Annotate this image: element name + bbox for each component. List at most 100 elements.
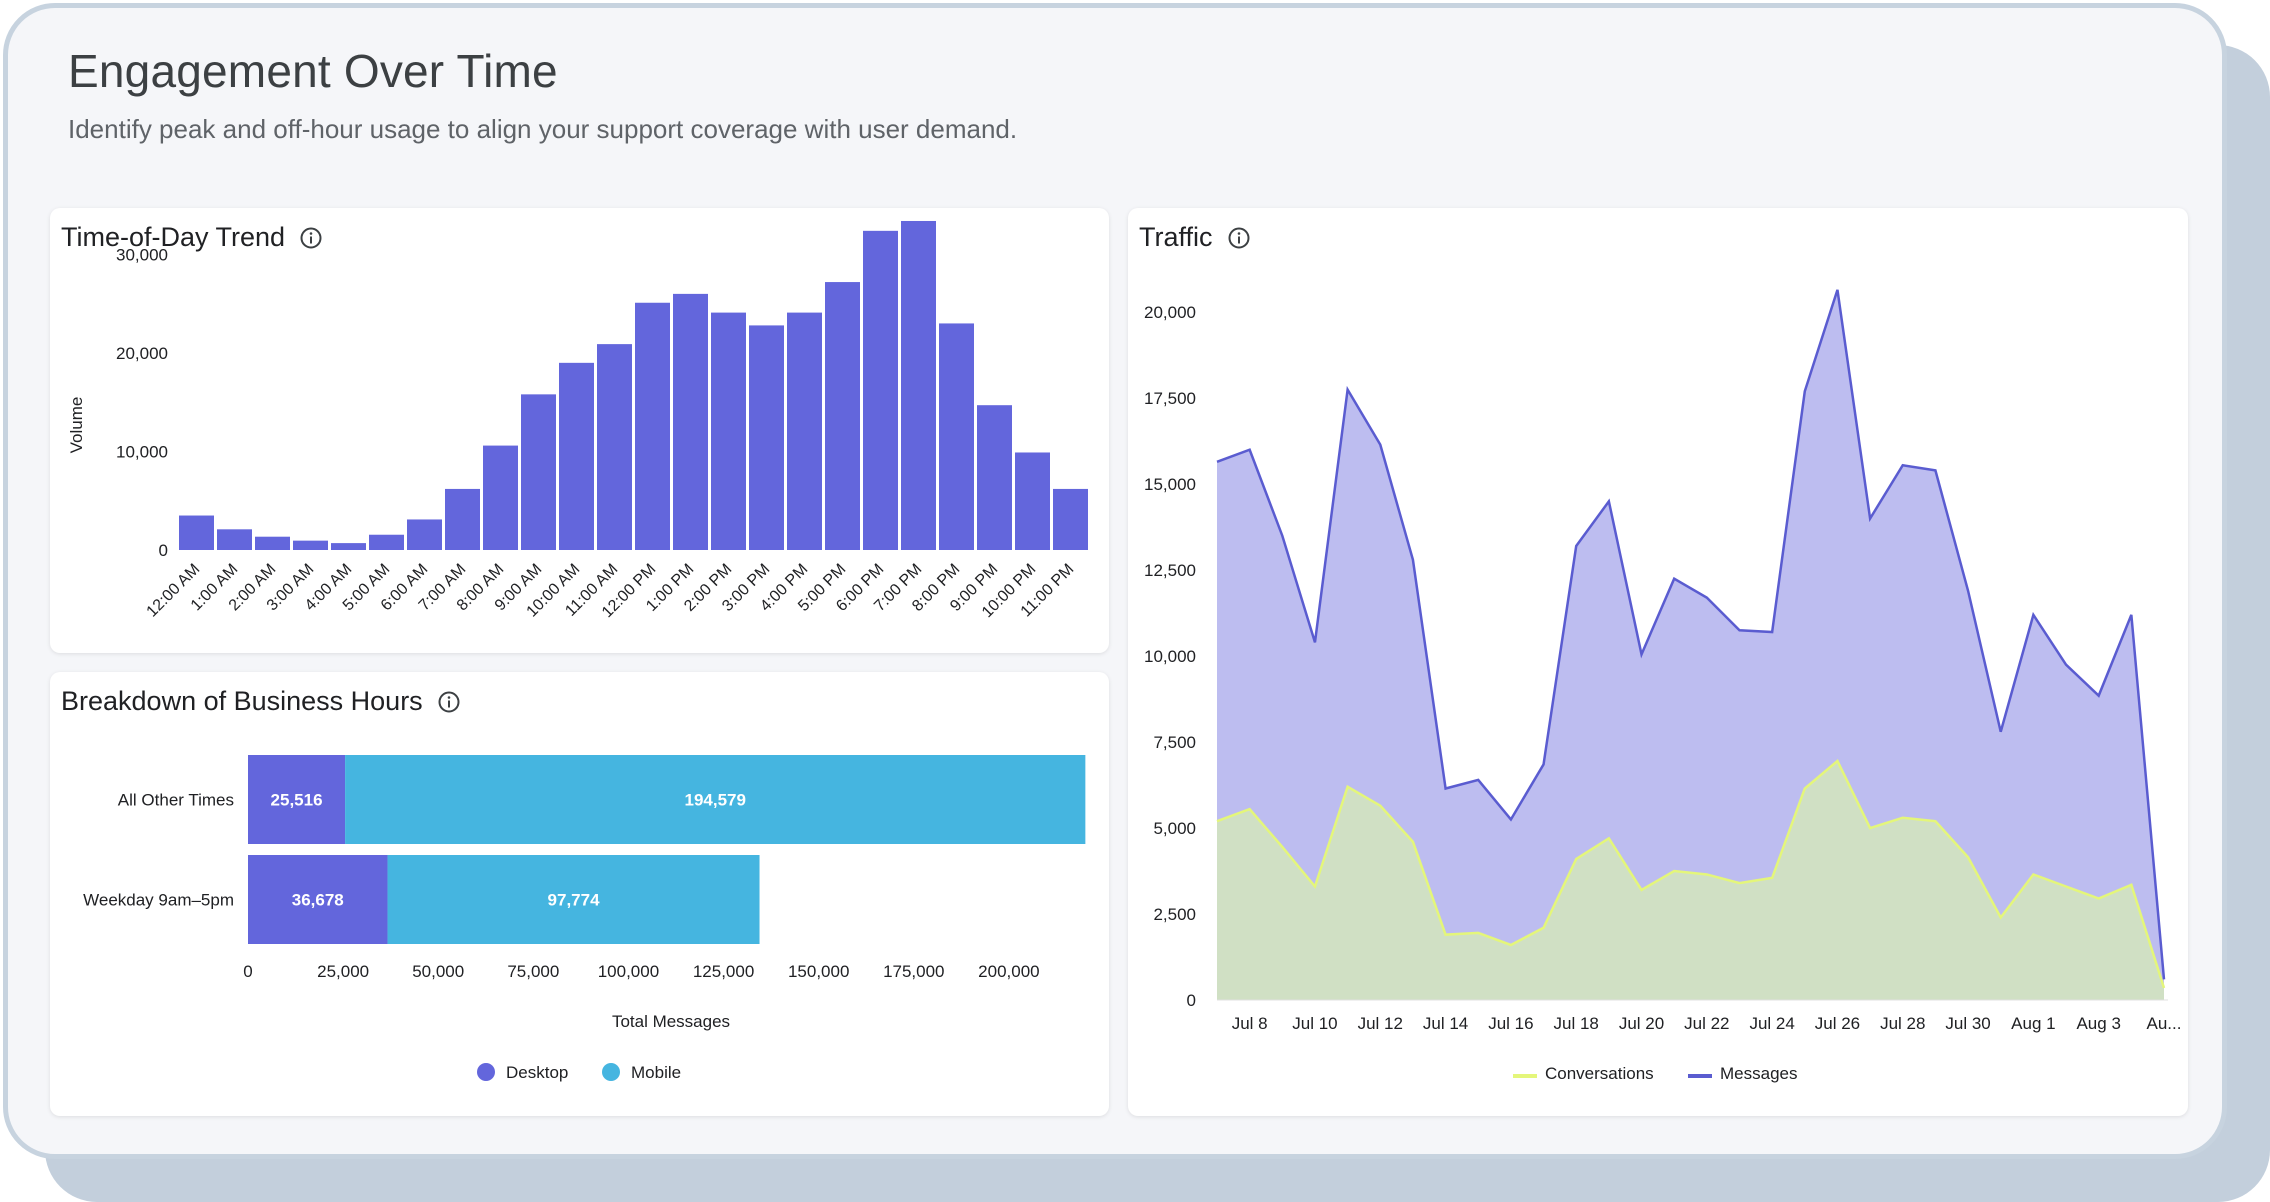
traffic-card: Traffic 0 2,500 5,000 7,500 10,000 12,500 15,0… (1128, 208, 2188, 1116)
y-tick-label: 0 (159, 541, 168, 560)
bar (255, 536, 290, 550)
category-label: Weekday 9am–5pm (83, 891, 234, 910)
x-tick-label: Jul 28 (1880, 1014, 1925, 1033)
x-tick-label: Jul 22 (1684, 1014, 1729, 1033)
category-label: All Other Times (118, 791, 234, 810)
data-label: 194,579 (684, 791, 745, 810)
x-tick-label: Jul 16 (1488, 1014, 1533, 1033)
traffic-card-header: Traffic (1139, 222, 1251, 253)
bar (521, 394, 556, 550)
x-tick-label: 200,000 (978, 962, 1039, 981)
x-tick-label: Jul 26 (1815, 1014, 1860, 1033)
y-tick-label: 10,000 (1144, 647, 1196, 666)
x-tick-label: 50,000 (412, 962, 464, 981)
bar (901, 220, 936, 550)
bar (1015, 452, 1050, 550)
x-axis-title: Total Messages (612, 1012, 730, 1031)
x-tick-label: 150,000 (788, 962, 849, 981)
y-tick-label: 0 (1187, 991, 1196, 1010)
y-tick-label: 20,000 (116, 344, 168, 363)
bar (863, 230, 898, 550)
x-tick-label: 25,000 (317, 962, 369, 981)
conversations-line (1216, 758, 2166, 989)
bar (369, 534, 404, 550)
bar-segment (248, 855, 388, 944)
bar (749, 325, 784, 550)
bar (559, 362, 594, 550)
y-tick-label: 7,500 (1153, 733, 1196, 752)
y-tick-label: 12,500 (1144, 561, 1196, 580)
legend-label: Messages (1720, 1064, 1797, 1083)
time-of-day-card: Time-of-Day Trend 0 10,000 20,000 30,000 Vol… (50, 208, 1109, 653)
x-tick-label: Au... (2147, 1014, 2182, 1033)
time-of-day-card-header: Time-of-Day Trend (61, 222, 323, 253)
bar (939, 323, 974, 550)
bar (331, 543, 366, 550)
x-tick-label: Jul 14 (1423, 1014, 1468, 1033)
y-tick-label: 2,500 (1153, 905, 1196, 924)
bar (977, 405, 1012, 550)
bar (1053, 488, 1088, 550)
y-tick-label: 15,000 (1144, 475, 1196, 494)
legend-swatch (477, 1063, 495, 1081)
bar (597, 344, 632, 550)
x-tick-label: 175,000 (883, 962, 944, 981)
legend-label: Mobile (631, 1063, 681, 1082)
legend-label: Desktop (506, 1063, 568, 1082)
business-hours-title: Breakdown of Business Hours (61, 686, 423, 716)
bar (293, 540, 328, 550)
page-subtitle: Identify peak and off-hour usage to alig… (68, 114, 1018, 144)
x-tick-label: Aug 1 (2011, 1014, 2055, 1033)
bar (787, 312, 822, 550)
bar (711, 312, 746, 550)
x-tick-label: Aug 3 (2076, 1014, 2120, 1033)
business-hours-card-header: Breakdown of Business Hours (61, 686, 461, 717)
x-tick-label: 100,000 (598, 962, 659, 981)
x-tick-label: 12:00 AM (144, 561, 204, 621)
data-label: 97,774 (548, 891, 601, 910)
info-icon[interactable] (1227, 226, 1251, 250)
x-tick-label: Jul 30 (1945, 1014, 1990, 1033)
data-label: 25,516 (271, 791, 323, 810)
bar (179, 515, 214, 550)
bar (217, 529, 252, 550)
legend-swatch (602, 1063, 620, 1081)
y-tick-label: 20,000 (1144, 303, 1196, 322)
bar-segment (248, 755, 346, 844)
business-hours-chart: All Other Times 25,516 194,579 Weekday 9am–… (83, 755, 1086, 1082)
bar (825, 282, 860, 550)
messages-line (1216, 289, 2166, 980)
y-tick-label: 17,500 (1144, 389, 1196, 408)
bar (635, 302, 670, 550)
bar (483, 445, 518, 550)
x-tick-label: 125,000 (693, 962, 754, 981)
y-tick-label: 10,000 (116, 442, 168, 461)
x-tick-label: 0 (243, 962, 252, 981)
x-tick-label: Jul 12 (1358, 1014, 1403, 1033)
legend-label: Conversations (1545, 1064, 1654, 1083)
time-of-day-title: Time-of-Day Trend (61, 222, 286, 252)
info-icon[interactable] (437, 690, 461, 714)
x-tick-label: Jul 24 (1749, 1014, 1794, 1033)
data-label: 36,678 (292, 891, 344, 910)
bar (445, 488, 480, 550)
y-axis-title: Volume (67, 397, 86, 454)
bar (673, 293, 708, 550)
y-tick-label: 30,000 (116, 245, 168, 264)
page-header: Engagement Over Time Identify peak and o… (68, 44, 1017, 145)
x-tick-label: Jul 10 (1292, 1014, 1337, 1033)
page-title: Engagement Over Time (68, 45, 558, 97)
x-tick-label: Jul 20 (1619, 1014, 1664, 1033)
x-tick-label: Jul 18 (1554, 1014, 1599, 1033)
bar (407, 519, 442, 550)
info-icon[interactable] (299, 226, 323, 250)
traffic-title: Traffic (1139, 222, 1213, 252)
x-tick-label: 75,000 (507, 962, 559, 981)
traffic-chart: 0 2,500 5,000 7,500 10,000 12,500 15,000 17,500… (1144, 289, 2182, 1083)
x-tick-label: Jul 8 (1232, 1014, 1268, 1033)
y-tick-label: 5,000 (1153, 819, 1196, 838)
business-hours-card: Breakdown of Business Hours All Other Ti… (50, 672, 1109, 1116)
bar-segment (387, 855, 760, 944)
bar-segment (345, 755, 1086, 844)
